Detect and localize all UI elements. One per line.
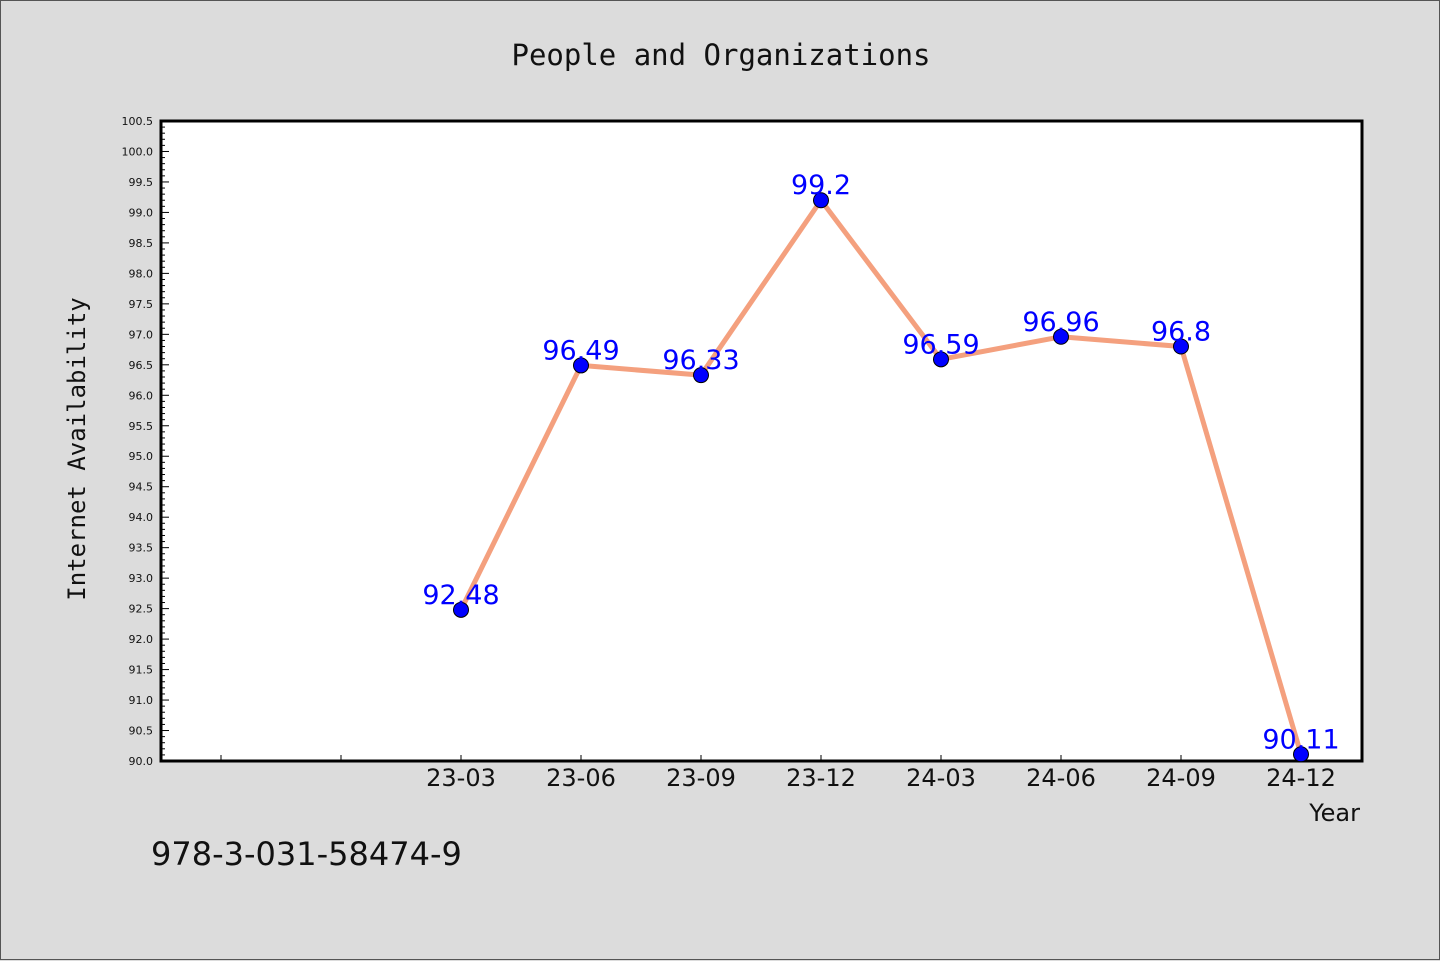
y-tick-label: 100.5 (122, 115, 154, 128)
y-tick-label: 98.0 (129, 267, 154, 280)
data-label: 96.49 (542, 335, 619, 366)
data-point (1053, 328, 1069, 345)
y-tick-label: 93.0 (129, 572, 154, 585)
data-point (453, 601, 469, 618)
y-tick-label: 92.0 (129, 633, 154, 646)
y-tick-label: 100.0 (122, 145, 154, 158)
x-tick-label: 24-12 (1266, 764, 1336, 792)
y-tick-label: 90.0 (129, 755, 154, 768)
x-tick-label: 23-03 (426, 764, 496, 792)
y-tick-label: 90.5 (129, 725, 154, 738)
data-point (573, 357, 589, 374)
y-tick-label: 96.0 (129, 389, 154, 402)
y-tick-label: 97.0 (129, 328, 154, 341)
data-label: 96.8 (1151, 317, 1211, 348)
y-axis-title: Internet Availability (63, 297, 91, 600)
x-tick-label: 24-06 (1026, 764, 1096, 792)
series-line (458, 197, 1304, 756)
plot-area (159, 119, 1364, 763)
x-axis: 23-03 23-06 23-09 23-12 24-03 24-06 24-09 24-12 (220, 755, 1336, 792)
x-tick-label: 23-06 (546, 764, 616, 792)
y-tick-label: 97.5 (129, 298, 154, 311)
x-tick-label: 23-12 (786, 764, 856, 792)
series-group (453, 192, 1309, 763)
data-label: 92.48 (422, 580, 499, 611)
y-tick-label: 98.5 (129, 237, 154, 250)
x-tick-label: 23-09 (666, 764, 736, 792)
data-label: 99.2 (791, 170, 851, 201)
y-tick-label: 96.5 (129, 359, 154, 372)
data-labels: 92.48 96.49 96.33 99.2 96.59 96.96 96.8 90.11 (422, 170, 1339, 755)
data-point (1173, 338, 1189, 355)
y-tick-label: 94.0 (129, 511, 154, 524)
data-label: 96.96 (1022, 307, 1099, 338)
chart-title: People and Organizations (511, 38, 930, 72)
data-point (813, 192, 829, 209)
data-point (933, 351, 949, 368)
data-point (1293, 746, 1309, 763)
y-tick-label: 93.5 (129, 542, 154, 555)
y-tick-label: 94.5 (129, 481, 154, 494)
data-label: 96.59 (902, 329, 979, 360)
x-axis-title: Year (1308, 799, 1360, 827)
y-axis: 90.0 90.5 91.0 91.5 92.0 92.5 93.0 93.5 94.0 94.5… (122, 115, 169, 768)
y-tick-label: 95.0 (129, 450, 154, 463)
y-tick-label: 99.0 (129, 206, 154, 219)
y-tick-label: 99.5 (129, 176, 154, 189)
y-tick-label: 91.0 (129, 694, 154, 707)
y-tick-label: 95.5 (129, 420, 154, 433)
data-label: 96.33 (662, 345, 739, 376)
x-tick-label: 24-09 (1146, 764, 1216, 792)
data-label: 90.11 (1262, 724, 1339, 755)
x-tick-label: 24-03 (906, 764, 976, 792)
y-tick-label: 92.5 (129, 603, 154, 616)
y-tick-label: 91.5 (129, 664, 154, 677)
data-point (693, 367, 709, 384)
isbn-text: 978-3-031-58474-9 (151, 835, 462, 873)
